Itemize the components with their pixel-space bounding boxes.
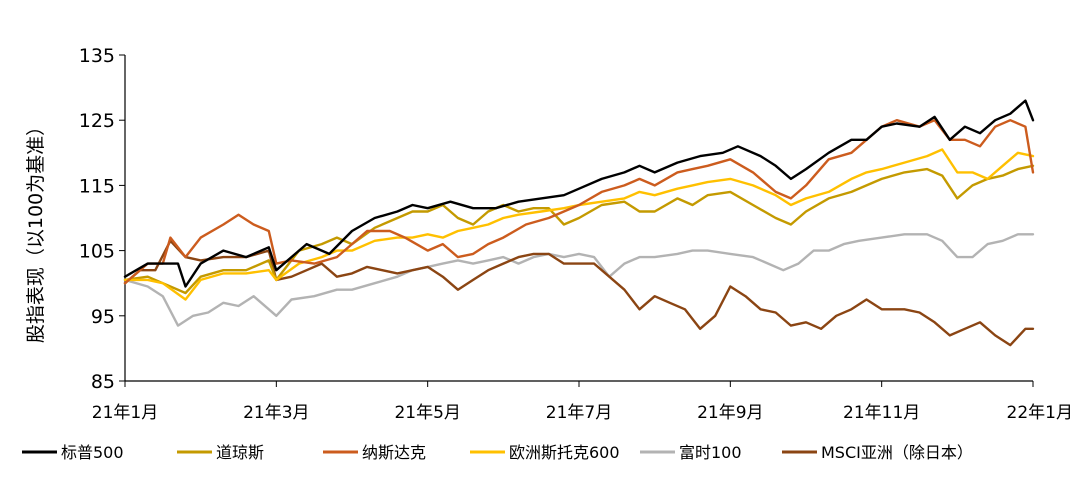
series-line-2 [123,119,1035,285]
y-tick-label: 125 [79,110,115,132]
x-tick-label: 21年5月 [394,403,460,423]
axes: 85 95 105 115 125 135 21年1月 21年3月 21年5月 21年7月 21年9… [79,45,1073,423]
x-tick-label: 21年11月 [843,403,920,423]
x-tick-label: 21年3月 [243,403,309,423]
legend-label-0: 标普500 [61,443,124,462]
y-tick-label: 135 [79,45,115,67]
series-layer [123,99,1035,347]
legend-label-5: MSCI亚洲（除日本） [821,443,973,462]
y-axis-label: 股指表现（以100为基准） [25,117,47,343]
x-tick-label: 21年1月 [92,403,158,423]
y-tick-label: 95 [91,306,115,328]
series-line-4 [123,233,1035,327]
y-tick-label: 85 [91,371,115,393]
legend-label-4: 富时100 [679,443,742,462]
legend-label-3: 欧洲斯托克600 [509,443,620,462]
x-tick-label: 21年9月 [697,403,763,423]
series-line-5 [123,239,1035,347]
series-line-1 [123,164,1035,295]
legend-label-1: 道琼斯 [216,443,264,462]
y-tick-label: 115 [79,175,115,197]
series-line-0 [123,99,1035,288]
x-tick-label: 21年7月 [546,403,612,423]
x-tick-label: 22年1月 [1007,403,1073,423]
y-tick-label: 105 [79,241,115,263]
legend: 标普500 道琼斯 纳斯达克 欧洲斯托克600 富时100 MSCI亚洲（除日本） [22,443,973,462]
legend-label-2: 纳斯达克 [362,443,426,462]
series-line-3 [123,148,1035,301]
